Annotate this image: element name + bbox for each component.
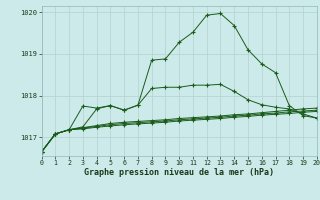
X-axis label: Graphe pression niveau de la mer (hPa): Graphe pression niveau de la mer (hPa): [84, 168, 274, 177]
